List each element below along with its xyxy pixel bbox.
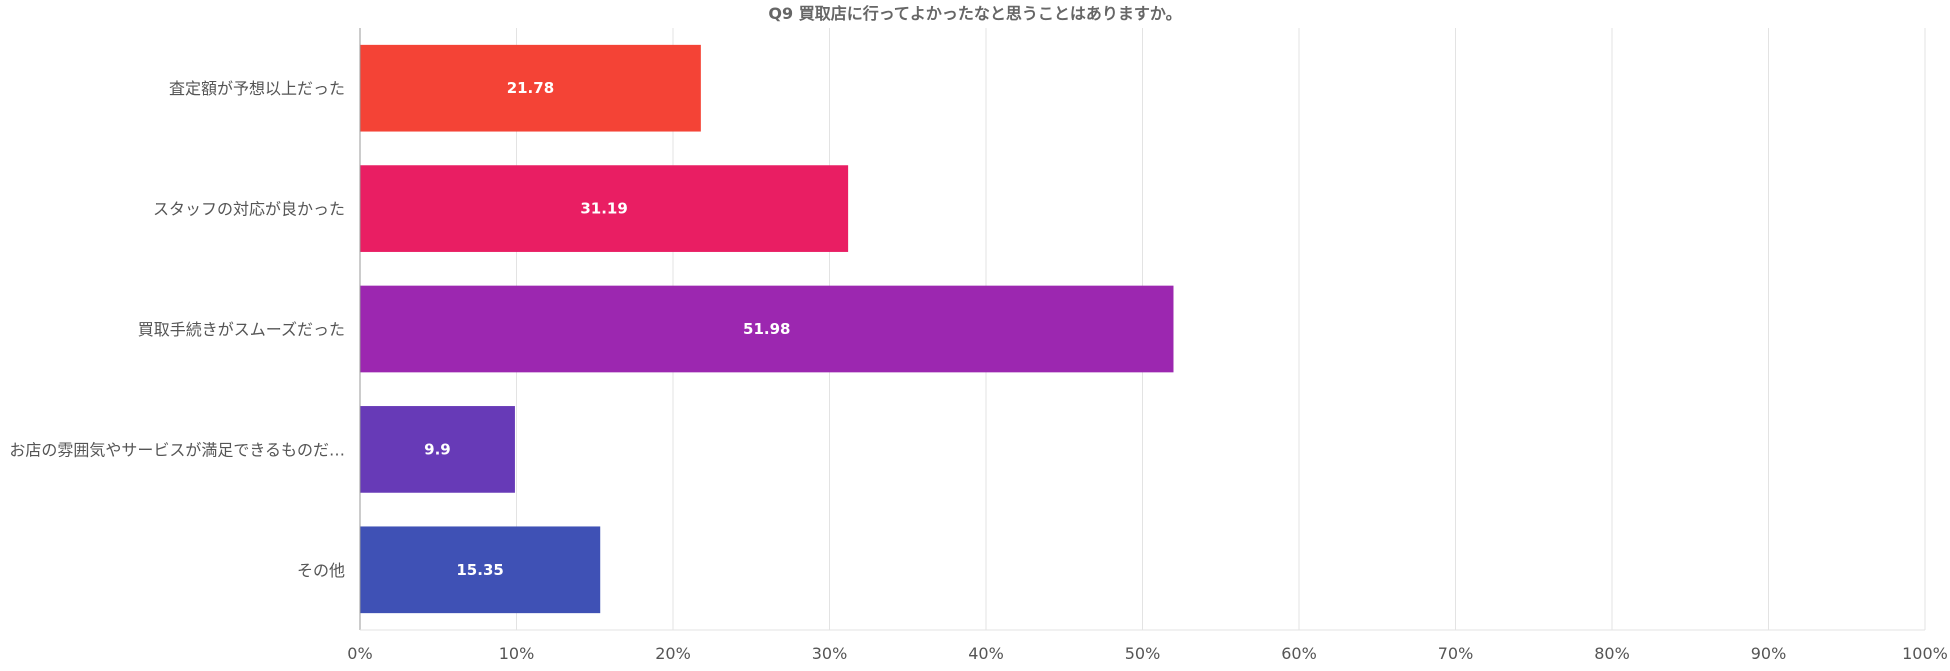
x-tick-label: 90% xyxy=(1751,644,1787,663)
category-label-4: お店の雰囲気やサービスが満足できるものだ… xyxy=(9,440,345,459)
x-tick-label: 100% xyxy=(1902,644,1948,663)
category-label-1: 査定額が予想以上だった xyxy=(169,79,345,98)
data-label-5: 15.35 xyxy=(456,561,503,579)
data-label-3: 51.98 xyxy=(743,320,790,338)
x-tick-label: 40% xyxy=(968,644,1004,663)
data-label-2: 31.19 xyxy=(580,200,627,218)
x-tick-label: 30% xyxy=(812,644,848,663)
axes: 0% 10% 20% 30% 40% 50% 60% 70% 80% 90% 100% xyxy=(347,28,1948,663)
bar-2[interactable] xyxy=(360,165,849,252)
labels: 21.78 査定額が予想以上だった 31.19 スタッフの対応が良かった 51.98 買取… xyxy=(9,79,790,580)
bar-3[interactable] xyxy=(360,285,1174,373)
x-tick-label: 10% xyxy=(499,644,535,663)
bar-5[interactable] xyxy=(360,526,601,614)
category-label-3: 買取手続きがスムーズだった xyxy=(138,320,345,339)
bar-4[interactable] xyxy=(360,406,515,493)
bar-1[interactable] xyxy=(360,44,701,132)
category-label-2: スタッフの対応が良かった xyxy=(153,200,345,219)
x-tick-label: 70% xyxy=(1438,644,1474,663)
chart-title: Q9 買取店に行ってよかったなと思うことはありますか。 xyxy=(768,4,1181,23)
x-tick-label: 20% xyxy=(655,644,691,663)
x-tick-label: 0% xyxy=(347,644,372,663)
bars xyxy=(360,44,1174,614)
data-label-1: 21.78 xyxy=(507,79,554,97)
category-label-5: その他 xyxy=(297,561,345,580)
x-tick-label: 60% xyxy=(1281,644,1317,663)
x-tick-label: 50% xyxy=(1125,644,1161,663)
data-label-4: 9.9 xyxy=(424,440,451,458)
x-tick-label: 80% xyxy=(1594,644,1630,663)
